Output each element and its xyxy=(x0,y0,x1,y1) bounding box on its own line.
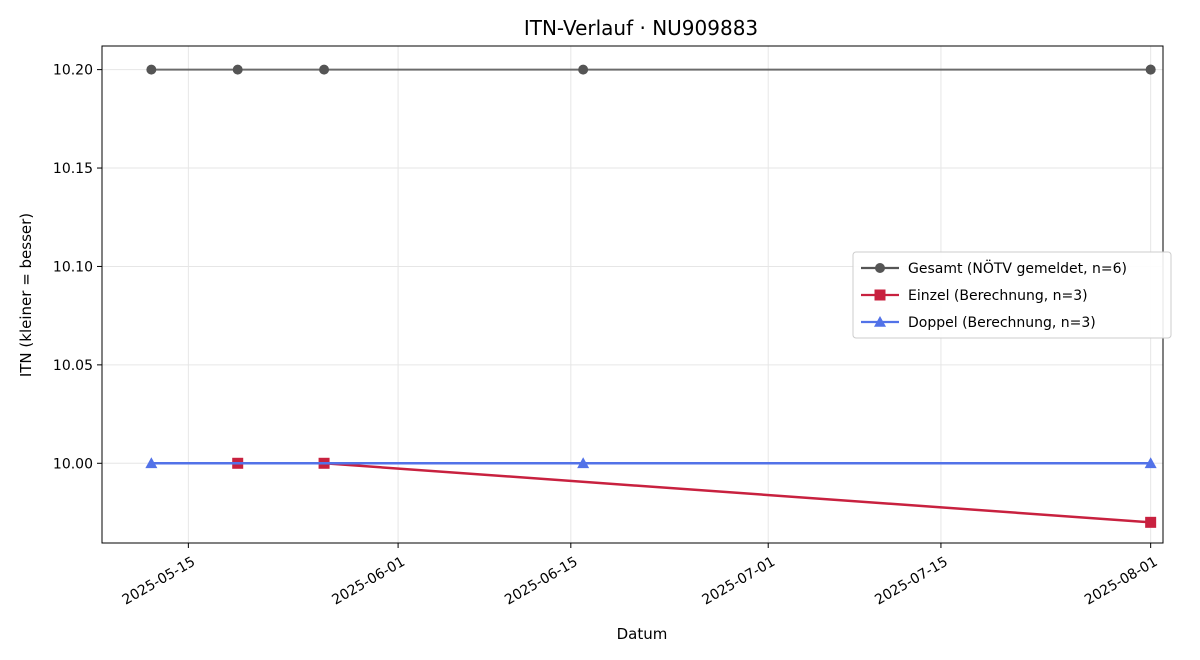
legend-label: Doppel (Berechnung, n=3) xyxy=(908,315,1096,331)
legend-entry: Einzel (Berechnung, n=3) xyxy=(861,288,1088,304)
x-tick-label: 2025-06-01 xyxy=(329,554,407,609)
series-layer xyxy=(145,64,1157,528)
x-tick-label: 2025-05-15 xyxy=(120,554,198,609)
series-einzel xyxy=(232,457,1157,528)
legend-entry: Doppel (Berechnung, n=3) xyxy=(861,315,1096,331)
series-line xyxy=(237,462,1151,524)
legend-marker xyxy=(874,289,886,301)
y-tick-label: 10.00 xyxy=(53,456,93,472)
y-tick-label: 10.15 xyxy=(53,161,93,177)
legend-marker xyxy=(874,316,886,327)
x-tick-label: 2025-08-01 xyxy=(1082,554,1160,609)
y-tick-label: 10.20 xyxy=(53,63,93,79)
y-axis-label: ITN (kleiner = besser) xyxy=(17,213,35,377)
series-doppel xyxy=(145,457,1157,469)
data-point xyxy=(1145,516,1157,528)
data-point xyxy=(577,457,590,469)
data-point xyxy=(145,457,158,469)
data-point xyxy=(146,64,157,75)
legend-label: Einzel (Berechnung, n=3) xyxy=(908,288,1088,304)
x-tick-label: 2025-07-15 xyxy=(872,554,950,609)
chart-title: ITN-Verlauf · NU909883 xyxy=(524,16,758,40)
y-tick-label: 10.10 xyxy=(53,259,93,275)
legend-label: Gesamt (NÖTV gemeldet, n=6) xyxy=(908,259,1127,277)
legend: Gesamt (NÖTV gemeldet, n=6) Einzel (Berec… xyxy=(852,251,1172,339)
series-gesamt xyxy=(146,64,1156,75)
data-point xyxy=(578,64,589,75)
legend-marker xyxy=(875,263,885,273)
data-point xyxy=(1144,457,1157,469)
x-tick-label: 2025-06-15 xyxy=(502,554,580,609)
legend-entry: Gesamt (NÖTV gemeldet, n=6) xyxy=(861,259,1127,277)
data-point xyxy=(319,64,330,75)
x-axis-label: Datum xyxy=(617,625,668,643)
x-tick-label: 2025-07-01 xyxy=(700,554,778,609)
legend-box xyxy=(852,251,1172,339)
data-point xyxy=(232,64,243,75)
y-tick-label: 10.05 xyxy=(53,358,93,374)
data-point xyxy=(1145,64,1156,75)
